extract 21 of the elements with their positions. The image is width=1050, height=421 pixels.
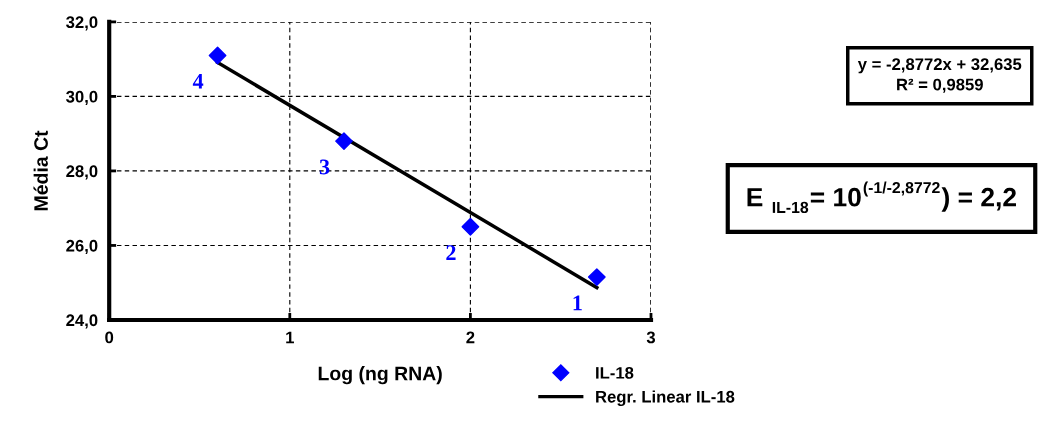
- annotation: 1: [573, 295, 582, 311]
- text: y = -2,8772x + 32,635 R² = 0,9859: [857, 58, 1022, 93]
- annotation: 4: [192, 73, 204, 89]
- y-tick-label: 32,0: [66, 16, 98, 31]
- legend-label: IL-18: [596, 366, 634, 379]
- annotation: 2: [446, 245, 456, 260]
- y-tick-label: 24,0: [66, 314, 98, 329]
- y-tick-label: 28,0: [66, 165, 98, 180]
- x-tick-label: 3: [646, 331, 656, 344]
- x-tick-label: 1: [286, 331, 294, 344]
- x-tick-label: 2: [466, 331, 475, 344]
- point: [208, 46, 227, 65]
- x-axis-title: Log (ng RNA): [318, 366, 442, 385]
- point: [587, 268, 606, 287]
- y-tick-label: 30,0: [66, 90, 98, 106]
- x-tick-label: 0: [105, 331, 114, 344]
- legend-label: Regr. Linear IL-18: [596, 390, 735, 406]
- point: [461, 217, 480, 236]
- point: [335, 132, 353, 151]
- y-tick-label: 26,0: [66, 239, 98, 255]
- y-axis-title: Média Ct: [33, 130, 48, 211]
